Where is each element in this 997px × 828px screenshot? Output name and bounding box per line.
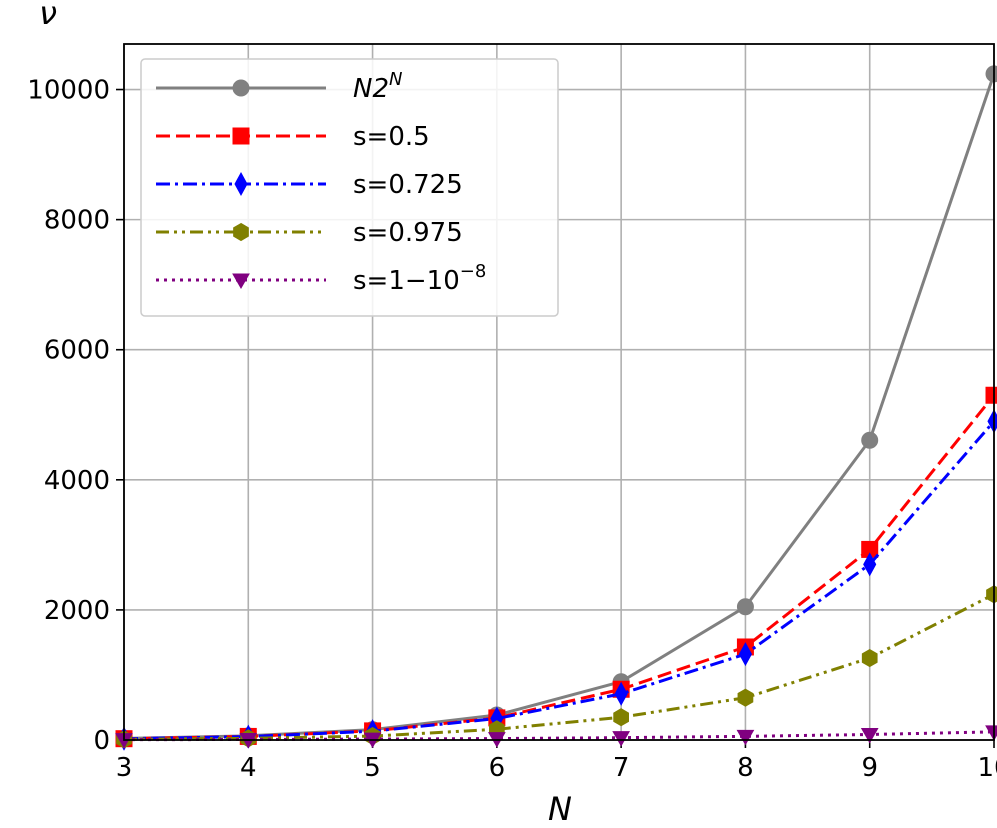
legend-label: s=0.5: [353, 122, 430, 152]
legend-marker: [233, 222, 249, 242]
legend-label: N2N: [353, 69, 402, 104]
data-point: [736, 598, 754, 616]
data-point: [985, 386, 997, 404]
x-tick-label: 6: [489, 753, 506, 783]
y-tick-label: 0: [93, 726, 110, 756]
legend-marker: [232, 79, 250, 97]
x-tick-label: 7: [613, 753, 630, 783]
legend-box: [140, 58, 559, 317]
data-point: [863, 552, 877, 577]
legend-entry: s=0.5: [156, 122, 430, 152]
legend-entry: s=0.725: [156, 170, 463, 200]
x-axis-label: N: [548, 790, 572, 828]
data-point: [613, 708, 629, 727]
y-tick-label: 6000: [44, 336, 110, 366]
data-point: [860, 727, 879, 744]
data-point: [737, 688, 754, 707]
legend-label: s=0.975: [353, 218, 463, 248]
legend-entry: s=1−10−8: [156, 261, 486, 296]
legend-marker: [234, 171, 248, 197]
data-point: [987, 409, 997, 434]
plot-frame: [123, 43, 995, 741]
data-point: [612, 731, 631, 747]
data-point: [614, 681, 628, 706]
legend-label: s=1−10−8: [353, 261, 486, 296]
y-tick-label: 2000: [44, 596, 110, 626]
legend-label: s=0.725: [353, 170, 463, 200]
legend-marker: [232, 273, 250, 290]
series-line: [123, 592, 995, 741]
x-tick-label: 10: [977, 753, 997, 783]
y-tick-label: 10000: [27, 76, 110, 106]
data-point: [985, 725, 997, 741]
y-axis-label: ν: [39, 0, 57, 32]
series-line: [123, 420, 996, 741]
x-tick-label: 4: [240, 753, 257, 783]
series-lines: [115, 65, 997, 751]
legend-entry: N2N: [156, 69, 402, 104]
data-point: [738, 642, 752, 667]
data-point: [861, 431, 879, 449]
y-tick-label: 8000: [44, 206, 110, 236]
data-point: [736, 729, 755, 746]
data-point: [985, 65, 997, 83]
grid: [123, 44, 995, 741]
x-tick-label: 8: [737, 753, 754, 783]
data-point: [986, 585, 997, 604]
legend-marker: [232, 127, 250, 145]
legend-entry: s=0.975: [156, 218, 463, 248]
data-point: [861, 648, 878, 668]
x-tick-label: 5: [364, 753, 381, 783]
x-tick-label: 9: [861, 753, 878, 783]
legend: N2N s=0.5 s=0.725 s=0.975 s=1−10−8: [140, 58, 559, 317]
x-tick-label: 3: [116, 753, 133, 783]
y-tick-label: 4000: [44, 466, 110, 496]
plot-border: [123, 43, 995, 741]
